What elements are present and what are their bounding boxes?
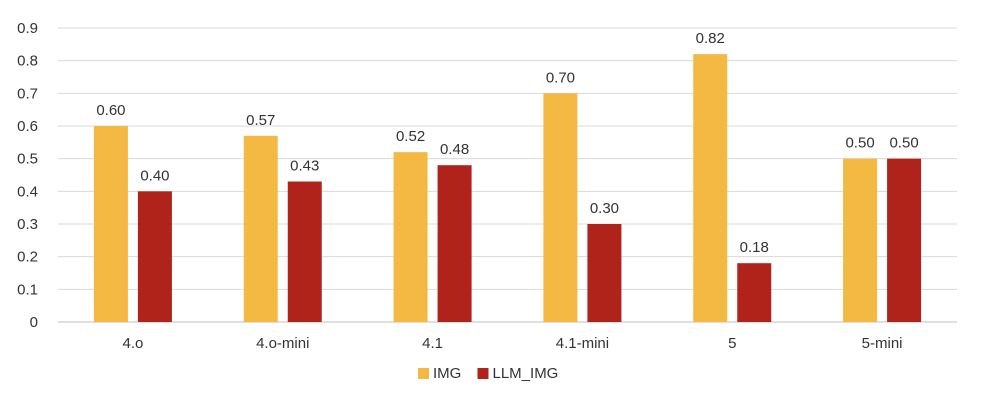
legend: IMG LLM_IMG (418, 365, 558, 382)
y-tick-label: 0.1 (17, 281, 38, 298)
legend-swatch (477, 368, 489, 379)
data-label: 0.40 (140, 167, 169, 184)
gridlines (58, 27, 957, 323)
bar-img (693, 54, 728, 323)
x-tick-label: 4.1-mini (556, 335, 609, 352)
bar-img (543, 93, 578, 322)
bar-llm-img (737, 263, 772, 322)
x-tick-label: 4.o-mini (256, 335, 309, 352)
y-tick-label: 0.5 (17, 151, 38, 168)
bar-llm-img (287, 181, 322, 322)
data-label: 0.30 (590, 200, 619, 217)
bar-llm-img (437, 165, 472, 322)
y-axis-ticks: 0 0.1 0.2 0.3 0.4 0.5 0.6 0.7 0.8 0.9 (17, 20, 38, 331)
x-tick-label: 5 (728, 335, 736, 352)
bar-img (243, 135, 278, 322)
bar-llm-img (137, 191, 172, 322)
bar-llm-img (587, 224, 622, 322)
bar-img (93, 126, 128, 322)
bar-img (843, 158, 878, 322)
x-tick-label: 5-mini (862, 335, 903, 352)
y-tick-label: 0.2 (17, 249, 38, 266)
data-label: 0.50 (889, 135, 918, 152)
legend-label: IMG (433, 365, 461, 382)
y-tick-label: 0.8 (17, 53, 38, 70)
y-tick-label: 0.6 (17, 118, 38, 135)
y-tick-label: 0.3 (17, 216, 38, 233)
data-labels: 0.60 0.40 0.57 0.43 0.52 0.48 0.70 0.30 0.82 0.18… (96, 30, 918, 256)
data-label: 0.43 (290, 158, 319, 175)
legend-label: LLM_IMG (493, 365, 559, 382)
legend-swatch (418, 368, 429, 379)
x-tick-label: 4.1 (422, 335, 443, 352)
data-label: 0.60 (96, 102, 125, 119)
data-label: 0.70 (546, 69, 575, 86)
data-label: 0.52 (396, 128, 425, 145)
x-axis-ticks: 4.o 4.o-mini 4.1 4.1-mini 5 5-mini (122, 335, 902, 352)
data-label: 0.50 (845, 135, 874, 152)
x-tick-label: 4.o (122, 335, 143, 352)
bar-img (393, 152, 428, 322)
y-tick-label: 0 (30, 314, 38, 331)
data-label: 0.48 (440, 141, 469, 158)
data-label: 0.18 (740, 239, 769, 256)
bar-llm-img (887, 158, 922, 322)
y-tick-label: 0.4 (17, 183, 38, 200)
y-tick-label: 0.9 (17, 20, 38, 37)
y-tick-label: 0.7 (17, 85, 38, 102)
data-label: 0.57 (246, 112, 275, 129)
bars (93, 54, 922, 323)
data-label: 0.82 (696, 30, 725, 47)
